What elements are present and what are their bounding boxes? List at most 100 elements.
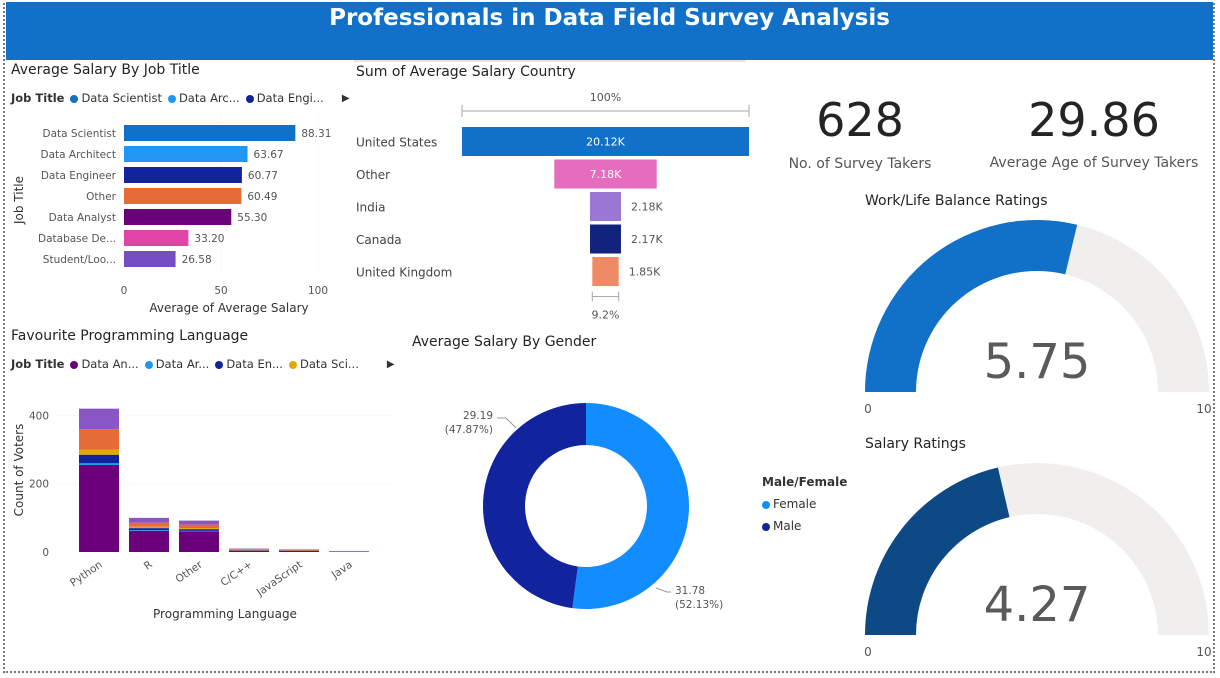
legend-dot [70, 94, 79, 103]
y-tick-label: 0 [42, 547, 49, 559]
legend-dot [144, 360, 153, 369]
legend-label: Job Title [11, 91, 65, 105]
stacked-bar-segment [79, 449, 119, 455]
language-legend: Job Title Data An... Data Ar... Data En.… [11, 357, 395, 371]
stacked-bar-segment [179, 520, 219, 525]
data-label: 63.67 [254, 149, 284, 161]
x-tick-label: Java [329, 559, 355, 582]
x-tick-label: C/C++ [219, 559, 255, 589]
salary-rating-title: Salary Ratings [865, 436, 966, 452]
data-label: 20.12K [586, 136, 625, 149]
legend-item[interactable]: Data Arc... [167, 91, 240, 105]
bar [124, 188, 242, 204]
bar [124, 146, 248, 162]
stacked-bar-segment [279, 549, 319, 551]
legend-next-arrow-icon[interactable]: ▶ [341, 92, 350, 104]
data-label: 33.20 [194, 233, 224, 245]
job-salary-title: Average Salary By Job Title [11, 62, 200, 78]
stacked-bar-segment [129, 522, 169, 527]
category-label: United Kingdom [356, 266, 452, 280]
data-label: 2.18K [631, 201, 663, 214]
stacked-bar-segment [129, 526, 169, 529]
data-label: 29.19 [463, 410, 493, 422]
gauge-min-label: 0 [864, 402, 872, 416]
bar [124, 167, 242, 183]
gauge-fill [865, 220, 1078, 392]
legend-dot [762, 500, 770, 509]
language-chart: 0 200 400 Python R Other C/C++ JavaScript Java Pr… [12, 408, 390, 621]
legend-dot [762, 522, 770, 531]
stacked-bar-segment [179, 528, 219, 530]
funnel-bar [554, 159, 657, 189]
gauge-max-label: 10 [1196, 645, 1211, 659]
legend-dot [215, 360, 224, 369]
legend-item[interactable]: Data En... [215, 357, 283, 371]
stacked-bar-segment [179, 531, 219, 552]
funnel-bar [592, 257, 619, 286]
y-tick-label: Database De... [38, 233, 116, 245]
data-label: 31.78 [675, 585, 705, 597]
bar [124, 251, 176, 267]
legend-dot [288, 360, 297, 369]
data-label: 88.31 [301, 128, 331, 140]
country-funnel-chart: 100% United States 20.12K Other 7.18K India 2.… [356, 91, 750, 322]
gauge-value: 5.75 [984, 334, 1091, 390]
y-tick-label: Data Analyst [49, 212, 116, 224]
worklife-gauge: 5.75 0 10 [864, 220, 1212, 416]
funnel-bar [590, 224, 621, 254]
title-banner: Professionals in Data Field Survey Analy… [6, 2, 1213, 60]
legend-item[interactable]: Female [762, 497, 816, 511]
country-salary-title: Sum of Average Salary Country [356, 64, 576, 80]
y-tick-label: Student/Loo... [43, 254, 116, 266]
divider [354, 60, 746, 62]
leader-line [497, 417, 517, 429]
data-label: 55.30 [237, 212, 267, 224]
stacked-bar-segment [79, 454, 119, 464]
y-tick-label: 200 [29, 479, 49, 491]
stacked-bar-segment [229, 548, 269, 550]
worklife-title: Work/Life Balance Ratings [865, 193, 1048, 209]
category-label: Canada [356, 233, 402, 247]
leader-line [655, 587, 671, 593]
legend-next-arrow-icon[interactable]: ▶ [386, 358, 395, 370]
y-tick-label: Data Architect [41, 149, 117, 161]
y-tick-label: 400 [29, 410, 49, 422]
data-label: 7.18K [590, 168, 622, 181]
gender-legend: Male/Female Female Male [762, 475, 847, 533]
stacked-bar-segment [179, 529, 219, 531]
category-label: India [356, 201, 385, 215]
bar [124, 125, 296, 141]
gauge-max-label: 10 [1196, 402, 1211, 416]
stacked-bar-segment [79, 463, 119, 465]
legend-dot [167, 94, 176, 103]
category-label: United States [356, 136, 437, 150]
funnel-bar [589, 192, 622, 221]
legend-label: Male/Female [762, 475, 848, 489]
stacked-bar-segment [79, 464, 119, 552]
legend-item[interactable]: Data Scientist [70, 91, 162, 105]
kpi-survey-takers-value: 628 [816, 93, 904, 147]
legend-item[interactable]: Data An... [70, 357, 139, 371]
kpi-average-age-label: Average Age of Survey Takers [989, 155, 1199, 171]
gauge-fill [865, 467, 1010, 635]
legend-item[interactable]: Data Sci... [288, 357, 359, 371]
x-tick-label: JavaScript [254, 559, 305, 600]
bar [124, 209, 232, 225]
stacked-bar-segment [279, 550, 319, 552]
donut-slice [482, 403, 586, 609]
x-tick-label: Other [173, 558, 205, 585]
gender-donut-chart: 31.78 (52.13%) 29.19 (47.87%) [445, 403, 723, 611]
y-tick-label: Data Scientist [43, 128, 117, 140]
y-tick-label: Data Engineer [41, 170, 117, 182]
legend-item[interactable]: Data Engi... [245, 91, 324, 105]
legend-item[interactable]: Male [762, 519, 801, 533]
kpi-survey-takers-label: No. of Survey Takers [788, 156, 932, 172]
x-tick-label: R [142, 559, 155, 573]
x-tick-label: 100 [308, 285, 328, 297]
y-axis-label: Job Title [12, 176, 26, 225]
donut-slice [572, 403, 689, 609]
legend-item[interactable]: Data Ar... [144, 357, 209, 371]
data-label: 1.85K [629, 266, 661, 279]
data-label: 2.17K [631, 233, 663, 246]
stacked-bar-segment [229, 549, 269, 550]
